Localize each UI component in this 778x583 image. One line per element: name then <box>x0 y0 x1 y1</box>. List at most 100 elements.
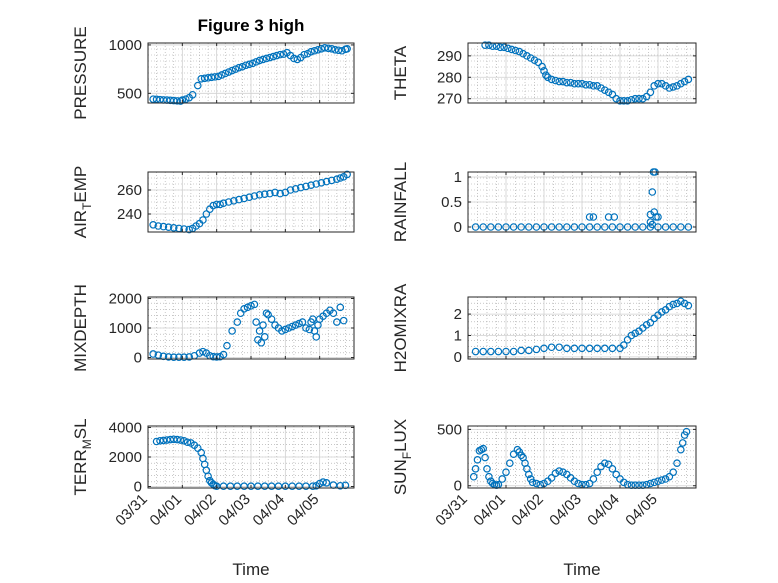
data-point <box>684 223 693 231</box>
figure-title: Figure 3 high <box>198 16 305 35</box>
data-point <box>524 346 533 355</box>
y-tick-label: 270 <box>437 91 462 108</box>
data-point <box>593 223 602 231</box>
data-point <box>312 180 321 188</box>
data-point <box>585 344 594 353</box>
data-point <box>597 84 605 92</box>
data-point <box>665 84 674 92</box>
data-point <box>314 45 322 54</box>
y-axis-label: H2OMIXRA <box>391 283 410 372</box>
data-point <box>657 476 666 484</box>
data-point <box>555 223 564 231</box>
data-point <box>271 188 279 197</box>
data-point <box>496 43 505 52</box>
y-tick-label: 0 <box>454 349 462 366</box>
data-point <box>669 83 678 91</box>
y-label-rest: EMP <box>71 166 90 203</box>
data-point <box>608 344 617 353</box>
data-point <box>574 79 583 88</box>
data-point <box>642 92 651 101</box>
data-point <box>169 224 178 232</box>
y-tick-label: 240 <box>117 206 142 223</box>
data-point <box>669 300 678 309</box>
data-point <box>559 77 567 86</box>
data-point <box>281 325 290 334</box>
data-point <box>219 350 228 359</box>
data-point <box>180 436 188 445</box>
data-point <box>570 477 579 486</box>
data-point <box>339 316 348 325</box>
data-point <box>188 90 197 99</box>
y-label-rest: SL <box>71 418 90 439</box>
data-point <box>515 47 524 56</box>
data-point <box>278 327 286 335</box>
data-point <box>262 309 271 318</box>
y-tick-label: 290 <box>437 48 462 65</box>
y-tick-label: 280 <box>437 69 462 86</box>
data-point <box>169 353 178 362</box>
data-point <box>604 213 613 221</box>
data-point <box>509 223 518 231</box>
y-tick-label: 260 <box>117 182 142 199</box>
data-point <box>547 75 556 84</box>
data-point <box>262 54 271 63</box>
data-point <box>327 176 336 185</box>
data-point <box>532 479 541 488</box>
data-point <box>600 344 609 353</box>
data-point <box>494 347 503 356</box>
data-point <box>296 183 305 192</box>
data-point <box>255 191 264 199</box>
data-point <box>646 479 655 488</box>
data-point <box>616 97 624 105</box>
data-point <box>570 223 579 231</box>
data-point <box>600 86 609 94</box>
data-point <box>610 213 619 221</box>
data-point <box>627 331 636 340</box>
data-point <box>500 43 508 52</box>
data-point <box>266 53 274 62</box>
subplot-h2omixra: 0 1 2 H2OMIXRA <box>391 283 697 372</box>
data-point <box>235 63 243 72</box>
data-point <box>676 297 685 306</box>
data-point <box>272 51 281 60</box>
data-point <box>669 468 678 477</box>
data-point <box>623 223 632 231</box>
data-point <box>526 54 535 62</box>
data-point <box>654 79 662 88</box>
data-point <box>517 346 526 355</box>
data-point <box>555 77 564 86</box>
data-point <box>224 68 233 76</box>
data-point <box>159 222 168 231</box>
data-point <box>593 82 602 90</box>
subplot-theta: 270 280 290 THETA <box>391 41 697 108</box>
data-point <box>250 192 259 200</box>
data-point <box>255 327 264 335</box>
data-point <box>333 318 341 326</box>
data-point <box>680 77 689 86</box>
data-point <box>543 73 552 82</box>
data-point <box>678 439 687 447</box>
y-axis-label: TERRMSL <box>71 418 94 495</box>
data-point <box>642 320 651 329</box>
data-point <box>608 90 617 99</box>
data-point <box>228 66 236 75</box>
y-label-main: AIR <box>71 210 90 238</box>
data-point <box>555 343 564 352</box>
data-point <box>164 353 173 361</box>
data-point <box>336 174 345 182</box>
data-point <box>524 223 533 231</box>
data-point <box>245 60 254 69</box>
data-point <box>551 469 560 478</box>
data-point <box>233 318 242 326</box>
data-point <box>252 318 260 326</box>
y-axis-label: RAINFALL <box>391 162 410 242</box>
data-point <box>517 451 526 460</box>
data-point <box>329 309 338 318</box>
data-point <box>216 200 224 209</box>
data-point <box>509 347 518 356</box>
data-point <box>199 347 207 356</box>
y-tick-label: 0.5 <box>441 194 462 211</box>
data-point <box>540 344 548 353</box>
x-axis-label: Time <box>232 560 269 579</box>
